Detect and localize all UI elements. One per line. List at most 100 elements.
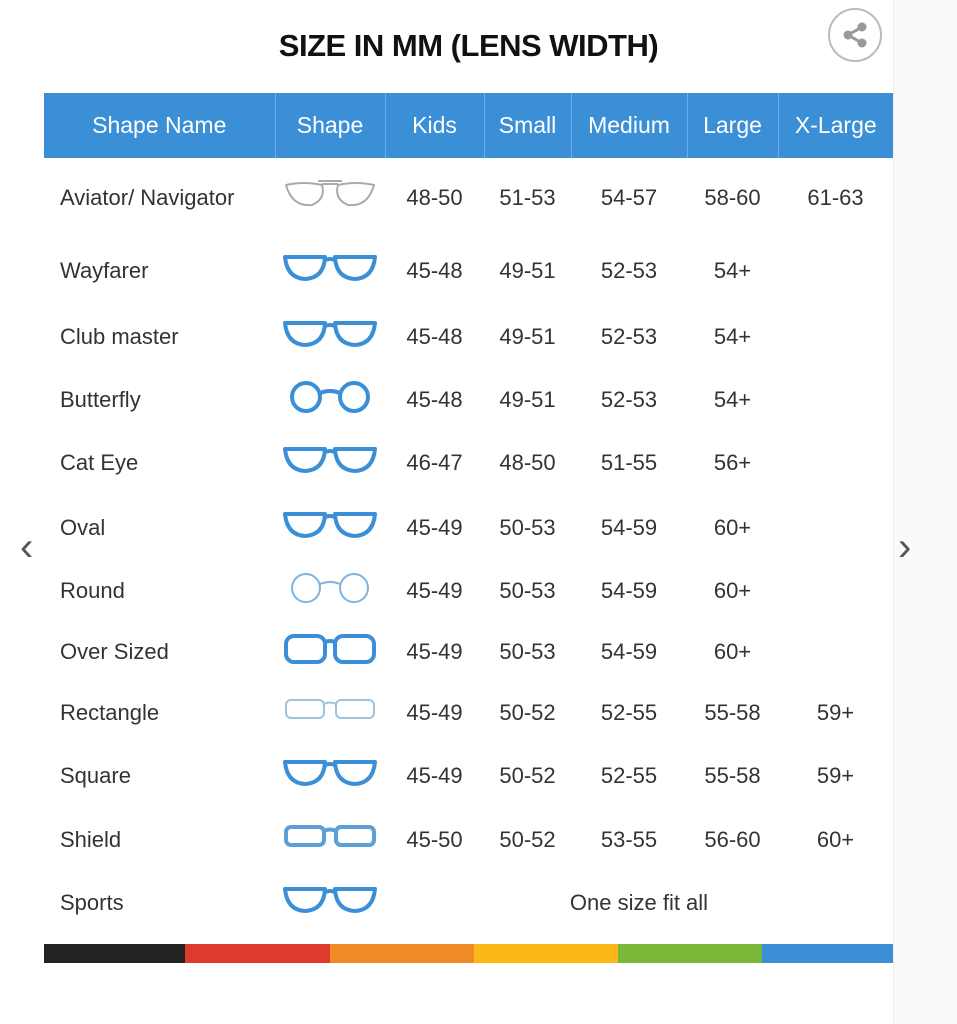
- shape-name: Round: [60, 577, 125, 603]
- size-xlarge: [778, 238, 893, 304]
- shield-glasses-icon: [284, 825, 376, 847]
- size-large: 56+: [713, 449, 752, 475]
- size-large: 54+: [713, 386, 752, 412]
- share-icon: [843, 22, 867, 48]
- table-row: Over Sized 45-49 50-53 54-59 60+: [44, 621, 893, 682]
- size-medium: 52-55: [600, 762, 658, 788]
- cat-eye-glasses-icon: [283, 446, 377, 473]
- shape-name: Square: [60, 762, 131, 788]
- next-button[interactable]: ›: [898, 525, 911, 570]
- butterfly-glasses-icon: [290, 380, 370, 413]
- table-row: Rectangle 45-49 50-52 52-55 55-58 59+: [44, 682, 893, 743]
- size-kids: 45-49: [406, 638, 463, 664]
- page-edge: [893, 0, 957, 1024]
- size-medium: 51-55: [600, 449, 658, 475]
- clubmaster-glasses-icon: [283, 320, 377, 347]
- size-medium: 52-53: [600, 258, 658, 283]
- size-xlarge: [778, 304, 893, 369]
- shape-name: Oval: [60, 514, 106, 540]
- size-large: 60+: [713, 514, 752, 540]
- prev-button[interactable]: ‹: [20, 525, 33, 570]
- size-large: 56-60: [704, 827, 761, 852]
- shape-name: Butterfly: [60, 386, 141, 412]
- size-large: 55-58: [704, 699, 761, 725]
- size-large: 54+: [713, 323, 752, 349]
- share-button[interactable]: [828, 8, 882, 62]
- shape-name: Over Sized: [60, 638, 169, 664]
- shape-name: Sports: [60, 889, 124, 915]
- size-xlarge: 59+: [816, 699, 855, 725]
- sports-glasses-icon: [283, 886, 377, 913]
- shape-cell: [275, 369, 385, 430]
- shape-cell: [275, 158, 385, 238]
- header-shape-name: Shape Name: [44, 93, 275, 158]
- one-size-text: One size fit all: [569, 889, 709, 915]
- shape-cell: [275, 682, 385, 743]
- size-xlarge: [778, 560, 893, 621]
- size-kids: 45-49: [406, 577, 463, 603]
- shape-cell: [275, 430, 385, 495]
- table-row: Shield 45-50 50-52 53-55 56-60 60+: [44, 808, 893, 872]
- size-small: 49-51: [499, 258, 556, 283]
- size-medium: 54-59: [600, 514, 658, 540]
- table-row: Round 45-49 50-53 54-59 60+: [44, 560, 893, 621]
- size-small: 48-50: [499, 449, 556, 475]
- size-kids: 45-49: [406, 699, 463, 725]
- shape-cell: [275, 872, 385, 933]
- shape-cell: [275, 743, 385, 808]
- size-medium: 54-57: [600, 185, 658, 210]
- size-small: 50-53: [499, 577, 556, 603]
- chevron-left-icon: ‹: [20, 525, 34, 569]
- size-small: 49-51: [499, 386, 556, 412]
- size-large: 55-58: [704, 762, 761, 788]
- round-glasses-icon: [291, 572, 369, 603]
- color-bar-segment: [474, 944, 618, 963]
- color-bar-segment: [185, 944, 330, 963]
- color-bar-segment: [762, 944, 893, 963]
- size-kids: 45-48: [406, 386, 463, 412]
- rectangle-glasses-icon: [285, 698, 375, 719]
- shape-cell: [275, 560, 385, 621]
- page-title: SIZE IN MM (LENS WIDTH): [278, 28, 659, 63]
- size-kids: 46-47: [406, 449, 463, 475]
- table-row: Wayfarer 45-48 49-51 52-53 54+: [44, 238, 893, 304]
- size-medium: 54-59: [600, 577, 658, 603]
- shape-name: Club master: [60, 323, 179, 349]
- size-medium: 52-53: [600, 386, 658, 412]
- shape-cell: [275, 621, 385, 682]
- wayfarer-glasses-icon: [283, 255, 377, 281]
- size-large: 60+: [713, 638, 752, 664]
- size-medium: 52-53: [600, 323, 658, 349]
- size-xlarge: 61-63: [807, 185, 864, 210]
- header-shape: Shape: [274, 93, 385, 158]
- shape-cell: [275, 304, 385, 369]
- size-kids: 45-50: [406, 827, 463, 852]
- shape-name: Wayfarer: [60, 258, 149, 283]
- square-glasses-icon: [283, 759, 377, 786]
- color-bar-segment: [618, 944, 762, 963]
- table-row: Club master 45-48 49-51 52-53 54+: [44, 304, 893, 369]
- size-small: 50-52: [499, 827, 556, 852]
- size-xlarge: 60+: [816, 827, 855, 852]
- size-small: 50-52: [499, 699, 556, 725]
- size-small: 50-53: [499, 514, 556, 540]
- table-row: Oval 45-49 50-53 54-59 60+: [44, 495, 893, 560]
- size-kids: 48-50: [406, 185, 463, 210]
- shape-cell: [275, 495, 385, 560]
- chevron-right-icon: ›: [898, 525, 912, 569]
- table-row: Aviator/ Navigator 48-50 51-53 54-57 58-60 6…: [44, 158, 893, 238]
- size-xlarge: [778, 430, 893, 495]
- size-small: 51-53: [499, 185, 556, 210]
- size-small: 50-53: [499, 638, 556, 664]
- table-row: Square 45-49 50-52 52-55 55-58 59+: [44, 743, 893, 808]
- size-medium: 53-55: [600, 827, 658, 852]
- color-bar-segment: [330, 944, 474, 963]
- size-xlarge: 59+: [816, 762, 855, 788]
- size-medium: 52-55: [600, 699, 658, 725]
- size-large: 58-60: [704, 185, 761, 210]
- size-kids: 45-48: [406, 258, 463, 283]
- shape-name: Aviator/ Navigator: [60, 185, 235, 210]
- size-kids: 45-49: [406, 762, 463, 788]
- size-xlarge: [778, 495, 893, 560]
- size-small: 50-52: [499, 762, 556, 788]
